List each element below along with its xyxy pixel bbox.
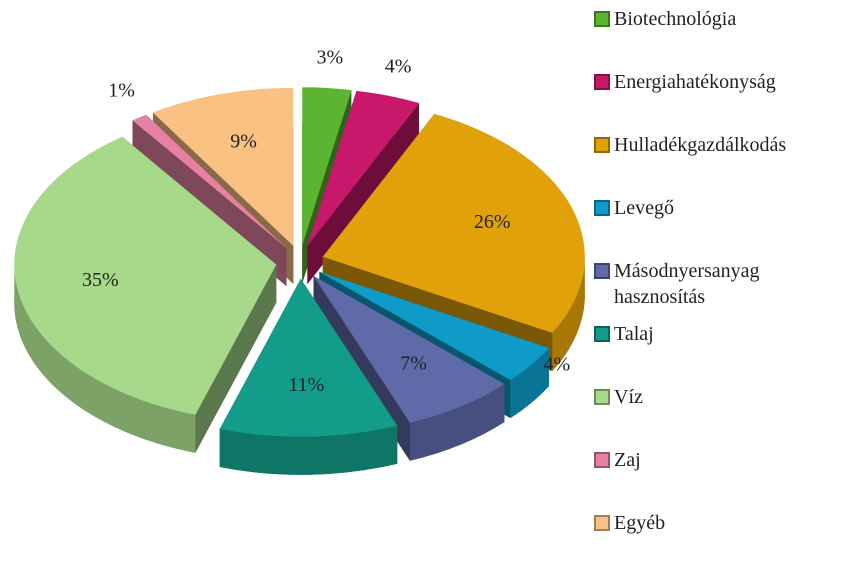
legend-label: Víz [614,386,643,408]
legend-item: Zaj [594,447,849,510]
slice-side [14,264,196,453]
slice-side [219,425,398,475]
legend-swatch [594,74,610,90]
slice-side [552,256,585,371]
data-label: 7% [400,352,427,374]
slice-wall-shade [307,103,419,285]
legend-swatch [594,515,610,531]
legend-item: Energiahatékonyság [594,69,849,132]
legend-item: Víz [594,384,849,447]
data-label: 1% [108,79,135,101]
data-label: 11% [288,374,324,396]
legend-item: Egyéb [594,510,849,573]
data-label: 4% [385,55,412,77]
legend-label: Biotechnológia [614,8,737,30]
legend-label: Zaj [614,449,641,471]
slice-wall-shade [195,264,277,453]
slice [219,278,398,475]
data-label: 9% [230,130,257,152]
legend: Biotechnológia Energiahatékonyság Hulladék… [594,6,849,573]
slice-top [313,275,505,423]
legend-swatch [594,389,610,405]
slice-side-shade [219,425,398,475]
slice-top [307,90,419,247]
slice-top [219,278,398,437]
slice-side-shade [510,347,550,419]
slice-top [319,271,550,381]
legend-swatch [594,263,610,279]
legend-label: Talaj [614,323,654,345]
slice-top [14,136,277,415]
data-label: 35% [82,269,119,291]
legend-swatch [594,326,610,342]
pie-plot: 3% 4% 26% 4% 7% 11% 35% 1% 9% [14,47,585,475]
slice-side [510,347,550,419]
slice [14,136,277,453]
slice-top [322,113,585,333]
chart: 3% 4% 26% 4% 7% 11% 35% 1% 9% Biotechnológia Ener… [14,8,786,534]
slice-wall [307,103,419,285]
legend-swatch [594,452,610,468]
legend-item: Levegő [594,195,849,258]
slice-top [152,87,294,246]
slice-wall [195,264,277,453]
legend-item: Másodnyersanyag hasznosítás [594,258,849,321]
data-label: 26% [474,211,511,233]
legend-swatch [594,11,610,27]
legend-item: Talaj [594,321,849,384]
legend-label: Hulladékgazdálkodás [614,134,787,156]
legend-item: Biotechnológia [594,6,849,69]
slice-top [132,114,287,249]
legend-item: Hulladékgazdálkodás [594,132,849,195]
data-label: 3% [317,47,344,69]
slice-top [302,87,352,246]
slice-side-shade [552,256,585,371]
legend-label: Másodnyersanyag hasznosítás [614,260,760,308]
legend-label: Energiahatékonyság [614,71,776,93]
legend-label: Egyéb [614,512,666,534]
legend-swatch [594,200,610,216]
slice [313,275,505,461]
data-label: 4% [543,353,570,375]
legend-swatch [594,137,610,153]
legend-label: Levegő [614,197,674,219]
slice-side [409,384,505,461]
slice-side-shade [14,264,196,453]
slice-side-shade [409,384,505,461]
